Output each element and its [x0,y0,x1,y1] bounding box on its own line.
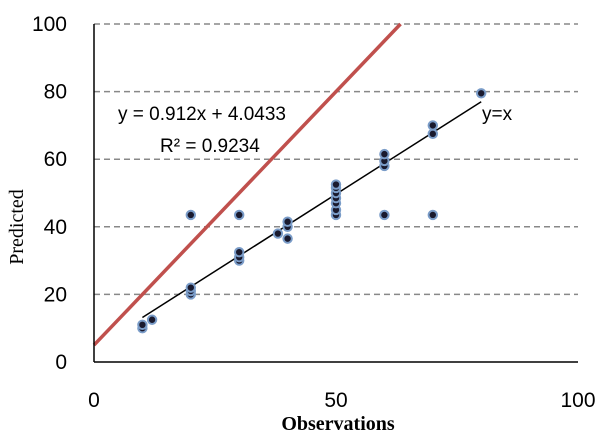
x-tick-label-0: 0 [88,389,100,412]
data-point-2 [146,314,158,325]
trendline-group [141,101,482,319]
data-point-25 [379,148,390,160]
data-point-14 [282,216,293,227]
x-tick-labels: 0 50 100 [88,389,595,412]
y-tick-label-100: 100 [32,13,67,36]
y-tick-label-80: 80 [44,81,67,104]
y-tick-label-20: 20 [44,283,67,306]
y-tick-label-40: 40 [44,216,67,239]
data-point-12 [282,233,293,244]
x-axis-title: Observations [281,413,395,435]
data-point-21 [330,179,342,190]
data-point-26 [427,209,438,221]
grid-lines [94,23,578,296]
data-point-22 [379,209,390,221]
y-tick-label-60: 60 [44,148,67,171]
trendline [141,101,482,319]
data-point-1 [137,319,148,331]
data-point-28 [427,120,438,131]
trendline-equation: y = 0.912x + 4.0433 [118,104,286,125]
data-point-5 [185,282,197,293]
reference-line-group [92,22,402,347]
reference-line [92,22,402,347]
data-point-10 [234,209,245,221]
data-point-27 [427,128,438,140]
data-point-6 [185,209,197,221]
x-tick-label-50: 50 [324,389,347,412]
y-tick-labels: 0 20 40 60 80 100 [32,13,67,374]
x-tick-label-100: 100 [560,389,595,412]
data-point-11 [272,228,284,239]
y-tick-label-0: 0 [55,351,67,374]
data-points [137,88,487,334]
data-point-29 [476,88,487,99]
data-point-9 [234,246,245,258]
r-squared-label: R² = 0.9234 [160,136,260,157]
axes [93,24,578,363]
y-axis-title: Predicted [6,189,28,265]
y-equals-x-label: y=x [482,104,513,125]
